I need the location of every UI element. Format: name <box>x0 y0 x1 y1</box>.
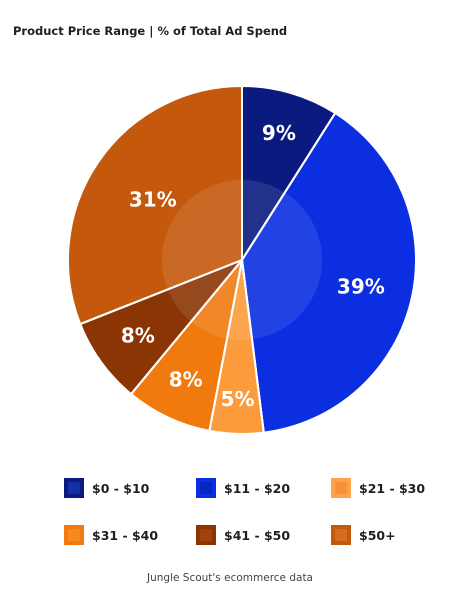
data-label-11-20: 39% <box>337 275 385 299</box>
slice-separator <box>241 259 265 433</box>
data-label-31-40: 8% <box>169 368 203 392</box>
slice-separator <box>241 112 337 261</box>
data-label-41-50: 8% <box>121 324 155 348</box>
data-label-21-30: 5% <box>221 387 255 411</box>
slice-separator <box>208 259 243 432</box>
slice-31-40-inner <box>191 260 242 339</box>
chart-title-main: Product Price Range <box>13 24 146 38</box>
slice-separator <box>79 259 243 325</box>
chart-title: Product Price Range | % of Total Ad Spend <box>13 24 287 38</box>
slice-0-10 <box>241 84 337 264</box>
source-note: Jungle Scout's ecommerce data <box>147 572 313 584</box>
slice-separator <box>130 259 243 395</box>
slice-41-50-inner <box>167 260 242 322</box>
data-label-50-plus: 31% <box>129 187 177 211</box>
chart-title-subtitle: | % of Total Ad Spend <box>149 24 288 38</box>
slice-50-plus-inner <box>162 180 242 290</box>
slice-50-plus <box>67 84 243 326</box>
data-label-0-10: 9% <box>262 121 296 145</box>
slice-21-30-inner <box>227 260 253 340</box>
slice-0-10-inner <box>242 180 285 260</box>
